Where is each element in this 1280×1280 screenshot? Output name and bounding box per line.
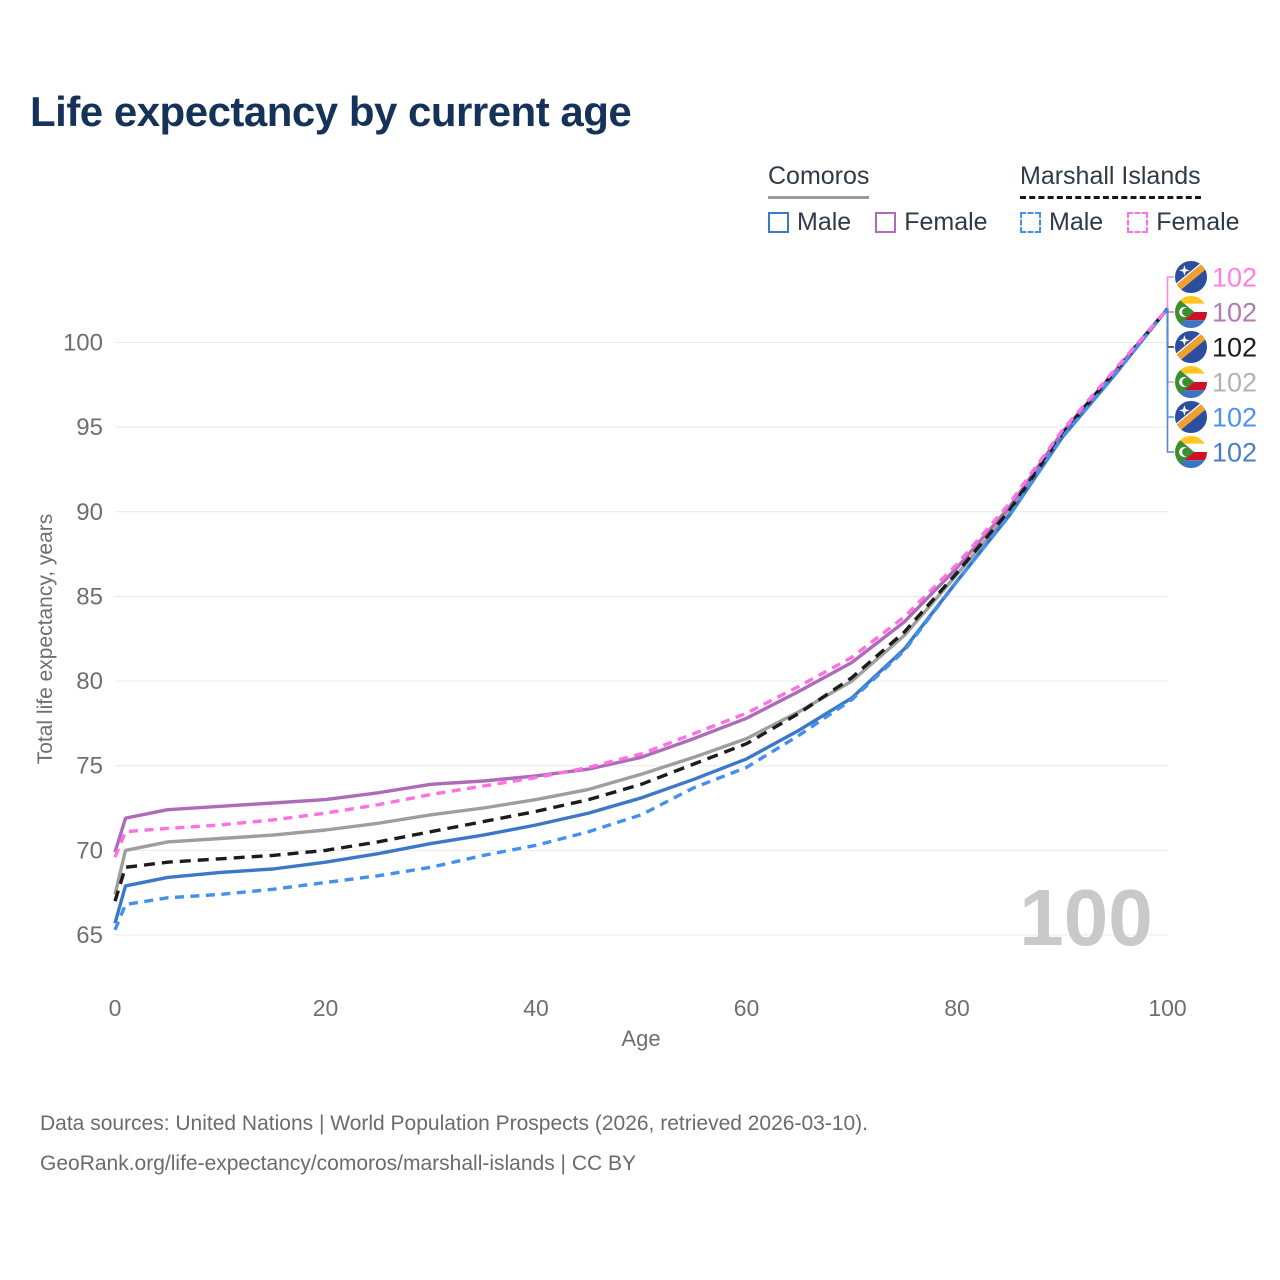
end-label-connector-marshall-islands-both: [1166, 308, 1175, 348]
comoros-flag-icon: [1174, 365, 1208, 399]
x-tick-label: 40: [523, 995, 549, 1021]
legend-item-comoros-female[interactable]: Female: [875, 208, 988, 237]
end-label-connector-comoros-male: [1166, 308, 1175, 453]
series-line-comoros-male[interactable]: [113, 307, 1169, 924]
chart-legend: Comoros Male Female Marshall Islands Mal…: [0, 0, 1280, 250]
y-tick-label: 70: [76, 837, 103, 864]
y-tick-label: 65: [76, 922, 103, 949]
y-tick-label: 90: [76, 499, 103, 526]
legend-item-label: Male: [797, 208, 852, 236]
end-label-connector-comoros-female: [1166, 308, 1175, 313]
x-tick-label: 100: [1148, 995, 1186, 1021]
legend-group-comoros: Comoros Male Female: [768, 162, 988, 237]
age-watermark: 100: [1019, 873, 1152, 962]
chart-footer: Data sources: United Nations | World Pop…: [40, 1104, 868, 1184]
legend-country-comoros[interactable]: Comoros: [768, 162, 870, 199]
comoros-flag-icon: [1174, 295, 1208, 329]
legend-group-marshall-islands: Marshall Islands Male Female: [1020, 162, 1240, 237]
series-line-comoros-female[interactable]: [113, 307, 1169, 853]
x-tick-label: 80: [944, 995, 970, 1021]
y-axis-title: Total life expectancy, years: [34, 514, 57, 765]
attribution-link[interactable]: GeoRank.org/life-expectancy/comoros/mars…: [40, 1152, 637, 1175]
series-line-comoros-both[interactable]: [113, 307, 1169, 895]
legend-item-comoros-male[interactable]: Male: [768, 208, 851, 237]
y-tick-label: 100: [63, 330, 103, 357]
comoros-flag-icon: [1174, 435, 1208, 469]
x-axis-title: Age: [621, 1026, 660, 1051]
x-tick-label: 0: [109, 995, 122, 1021]
y-tick-label: 85: [76, 583, 103, 610]
y-tick-label: 80: [76, 668, 103, 695]
chart-svg: 100 65 70 75 80 85 90 95 100 0 20 40 60 80 100 Age Total…: [34, 260, 1257, 1051]
end-label-connector-comoros-both: [1166, 308, 1175, 383]
x-tick-label: 20: [313, 995, 339, 1021]
legend-item-label: Female: [1156, 208, 1240, 236]
end-value-label[interactable]: 102: [1212, 438, 1257, 468]
marshall-islands-flag-icon: [1174, 260, 1208, 294]
series-line-marshall-islands-both[interactable]: [113, 307, 1169, 902]
end-value-label[interactable]: 102: [1212, 403, 1257, 433]
series-line-marshall-islands-male[interactable]: [113, 307, 1169, 931]
legend-item-marshall-islands-male[interactable]: Male: [1020, 208, 1103, 237]
x-tick-label: 60: [734, 995, 760, 1021]
legend-country-marshall-islands[interactable]: Marshall Islands: [1020, 162, 1201, 199]
end-value-label[interactable]: 102: [1212, 333, 1257, 363]
page-title: Life expectancy by current age: [30, 88, 632, 135]
legend-item-label: Male: [1049, 208, 1104, 236]
y-tick-label: 95: [76, 414, 103, 441]
series-line-marshall-islands-female[interactable]: [113, 307, 1169, 858]
legend-item-label: Female: [904, 208, 988, 236]
end-value-label[interactable]: 102: [1212, 263, 1257, 293]
data-source-note: Data sources: United Nations | World Pop…: [40, 1112, 869, 1135]
end-label-connector-marshall-islands-male: [1166, 308, 1175, 418]
marshall-islands-flag-icon: [1174, 400, 1208, 434]
end-label-connector-marshall-islands-female: [1166, 276, 1175, 309]
end-value-label[interactable]: 102: [1212, 298, 1257, 328]
chart-area: 100 65 70 75 80 85 90 95 100 0 20 40 60 80 100 Age Total…: [0, 240, 1280, 1080]
comoros-female-swatch-icon: [875, 212, 897, 233]
legend-item-marshall-islands-female[interactable]: Female: [1127, 208, 1240, 237]
marshall-islands-male-swatch-icon: [1020, 212, 1041, 233]
marshall-islands-female-swatch-icon: [1127, 212, 1149, 233]
end-value-label[interactable]: 102: [1212, 368, 1257, 398]
marshall-islands-flag-icon: [1174, 330, 1208, 364]
comoros-male-swatch-icon: [768, 212, 789, 233]
y-tick-label: 75: [76, 753, 103, 780]
